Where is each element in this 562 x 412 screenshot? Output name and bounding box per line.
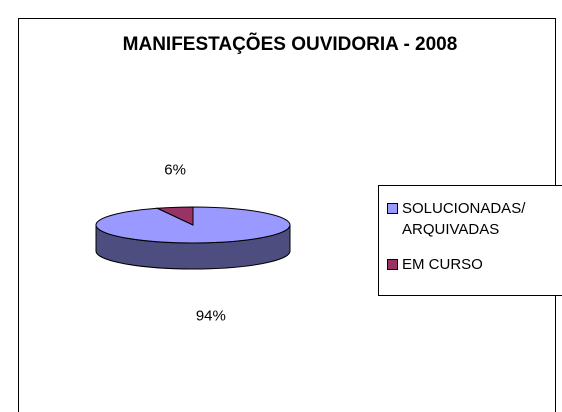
data-label: 6% [164, 161, 186, 178]
chart-title: MANIFESTAÇÕES OUVIDORIA - 2008 [123, 33, 458, 55]
pie-slice [155, 206, 194, 226]
legend-label: EM CURSO [402, 256, 483, 273]
pie: 94% 6% [95, 161, 291, 324]
legend-swatch [387, 203, 398, 214]
legend: SOLUCIONADAS/ ARQUIVADAS EM CURSO [378, 185, 562, 296]
legend-item: SOLUCIONADAS/ ARQUIVADAS [387, 198, 562, 240]
legend-swatch [387, 259, 398, 270]
legend-item: EM CURSO [387, 254, 562, 275]
legend-label: SOLUCIONADAS/ ARQUIVADAS [402, 200, 526, 238]
data-label: 94% [196, 307, 226, 324]
